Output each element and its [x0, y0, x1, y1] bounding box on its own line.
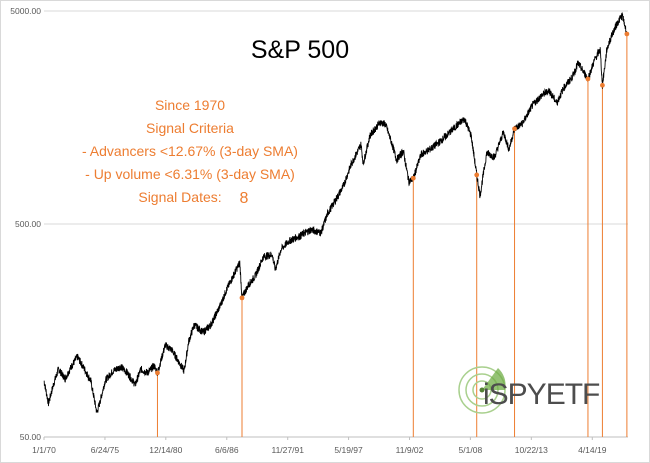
signal-dates-label: Signal Dates: [138, 189, 221, 205]
x-tick-label: 1/1/70 [32, 445, 56, 455]
x-tick-label: 11/9/02 [396, 445, 424, 455]
x-tick-label: 10/22/13 [515, 445, 548, 455]
annotation-box: Since 1970 Signal Criteria - Advancers <… [82, 97, 298, 207]
signal-lines [156, 33, 628, 437]
x-tick-label: 5/19/97 [334, 445, 363, 455]
signal-marker [239, 295, 245, 301]
x-tick-label: 5/1/08 [459, 445, 483, 455]
y-tick-label: 50.00 [20, 432, 42, 442]
signal-marker [155, 370, 160, 376]
sp500-price-line [43, 12, 628, 413]
signal-marker [512, 126, 517, 132]
logo-text: iSPYETF [483, 378, 600, 411]
gridlines [44, 10, 628, 438]
y-tick-label: 500.00 [15, 219, 41, 229]
signal-dates-count: 8 [240, 190, 249, 207]
signal-marker [624, 31, 630, 37]
signal-marker [600, 82, 605, 88]
x-tick-label: 12/14/80 [149, 445, 182, 455]
ispyetf-logo: iSPYETF [458, 366, 601, 414]
x-tick-label: 11/27/91 [271, 445, 304, 455]
annotation-line-2: Signal Criteria [146, 120, 234, 136]
x-axis-ticks: 1/1/70 6/24/75 12/14/80 6/6/86 11/27/91 5/19/… [32, 437, 607, 455]
annotation-line-4: - Up volume <6.31% (3-day SMA) [85, 166, 295, 182]
signal-markers [155, 31, 630, 376]
signal-marker [410, 175, 416, 181]
x-tick-label: 6/24/75 [91, 445, 120, 455]
y-axis-ticks: 5000.00 500.00 50.00 [10, 6, 41, 442]
chart-title: S&P 500 [251, 36, 349, 64]
y-tick-label: 5000.00 [10, 6, 41, 16]
radar-icon [458, 366, 506, 414]
annotation-line-3: - Advancers <12.67% (3-day SMA) [82, 143, 298, 159]
signal-marker [474, 172, 480, 178]
x-tick-label: 6/6/86 [215, 445, 239, 455]
signal-marker [585, 76, 591, 82]
annotation-line-1: Since 1970 [155, 97, 225, 113]
x-tick-label: 4/14/19 [578, 445, 607, 455]
